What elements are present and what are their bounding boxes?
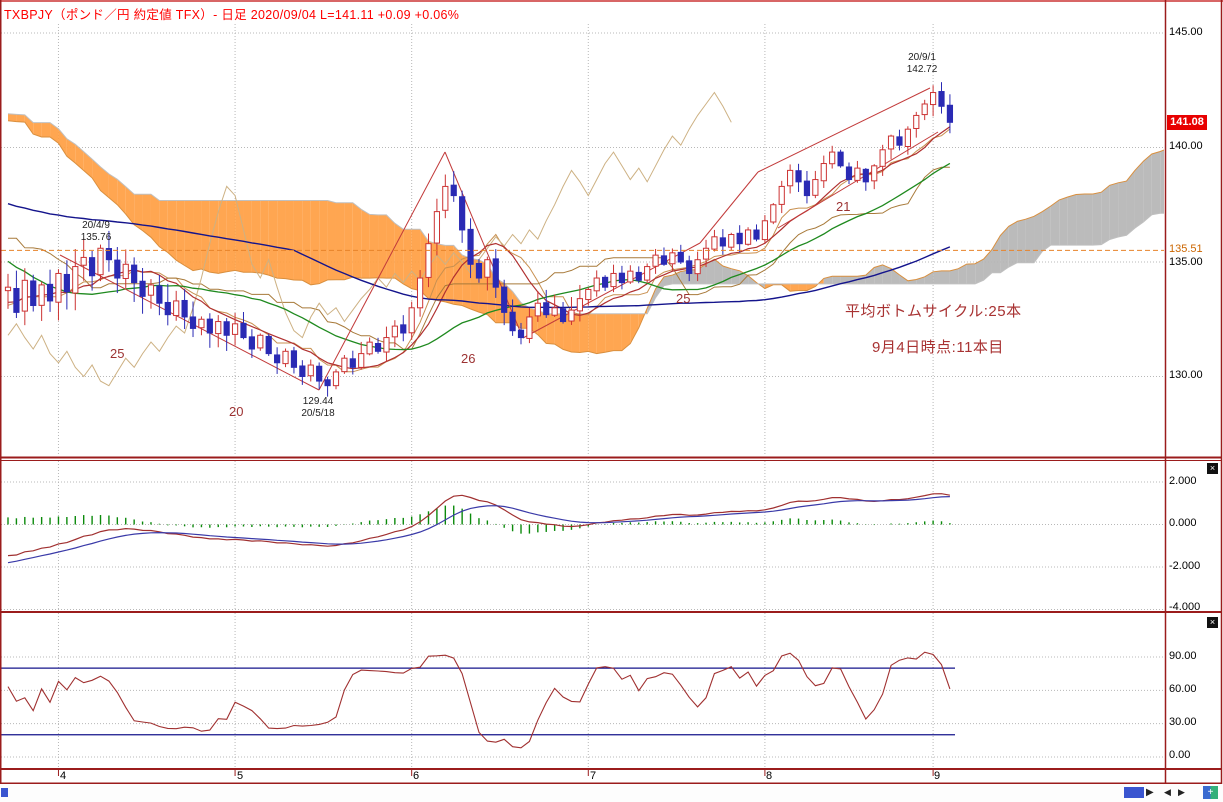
avg-cycle-annotation: 平均ボトムサイクル:25本 [845,303,1022,320]
scroll-right-button[interactable]: ▶ [1146,787,1154,798]
cycle-count-label: 26 [461,351,476,366]
may-low-price: 129.44 [302,396,334,407]
cycle-count-label: 20 [229,404,244,419]
april-high-date: 20/4/9 [82,220,110,231]
month-label: 9 [934,770,941,782]
last-price-tag: 141.08 [1167,115,1207,130]
horizontal-scrollbar[interactable]: ▶ ◀ ▶ + [0,784,1223,802]
price-axis-label: 135.00 [1169,256,1203,268]
sept-high-date: 20/9/1 [908,52,936,63]
scrollbar-thumb[interactable] [1124,787,1144,798]
price-axis-label: 140.00 [1169,140,1203,152]
stoch-axis-label: 60.00 [1169,683,1197,695]
macd-axis-label: 2.000 [1169,475,1197,487]
april-high-price: 135.76 [80,231,112,243]
sept-high-annotation: 20/9/1 142.72 [890,52,954,75]
may-low-date: 20/5/18 [301,407,335,419]
dashed-level-label: 135.51 [1169,243,1203,255]
macd-axis-label: 0.000 [1169,517,1197,529]
month-label: 5 [237,770,244,782]
stoch-axis-label: 90.00 [1169,650,1197,662]
cycle-count-label: 25 [676,291,691,306]
page-back-button[interactable]: ◀ [1164,787,1171,797]
price-axis-label: 145.00 [1169,26,1203,38]
macd-axis-label: -2.000 [1169,560,1201,572]
may-low-annotation: 129.44 20/5/18 [290,396,346,419]
stoch-close-button[interactable]: × [1207,617,1218,628]
april-high-annotation: 20/4/9 135.76 [70,220,122,243]
macd-close-button[interactable]: × [1207,463,1218,474]
cycle-count-label: 25 [110,346,125,361]
price-axis-label: 130.00 [1169,369,1203,381]
sept-high-price: 142.72 [906,63,938,75]
layout-grid-icon[interactable]: + [1203,786,1218,799]
month-label: 4 [60,770,67,782]
stoch-axis-label: 0.00 [1169,749,1191,761]
current-count-annotation: 9月4日時点:11本目 [872,339,1004,356]
chart-title: TXBPJY（ポンド／円 約定値 TFX）- 日足 2020/09/04 L=1… [4,8,460,22]
macd-axis-label: -4.000 [1169,601,1201,613]
stoch-axis-label: 30.00 [1169,716,1197,728]
page-forward-button[interactable]: ▶ [1178,787,1185,797]
month-label: 8 [766,770,773,782]
cycle-count-label: 21 [836,199,851,214]
month-label: 6 [413,770,420,782]
scroll-left-marker[interactable] [1,788,8,797]
month-label: 7 [590,770,597,782]
